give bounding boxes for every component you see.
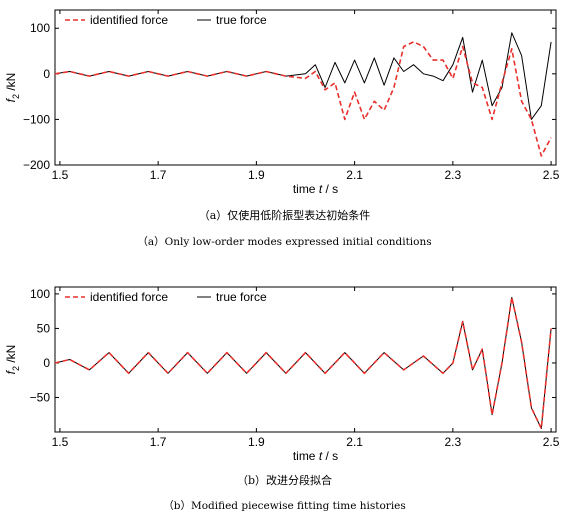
- x-axis-label-prefix: time: [293, 449, 319, 463]
- x-axis-label: time t / s: [293, 449, 338, 463]
- legend-label-true: true force: [216, 13, 267, 27]
- y-tick-label: 100: [30, 287, 50, 301]
- y-axis-label-unit: /kN: [4, 73, 18, 94]
- x-tick-label: 1.9: [248, 168, 265, 182]
- y-tick-label: −50: [30, 390, 51, 404]
- x-tick-label: 2.3: [445, 168, 462, 182]
- x-axis-label-unit: / s: [322, 449, 338, 463]
- x-tick-label: 2.1: [346, 435, 363, 449]
- y-axis-label-subscript: 2: [11, 366, 21, 371]
- y-tick-label: 50: [37, 321, 51, 335]
- plot-frame: [54, 286, 557, 433]
- chart-a: 1.5 1.7 1.9 2.1 2.3 2.5 −200 −100 0 100 time t / s…: [4, 9, 560, 196]
- legend-label-identified: identified force: [90, 13, 168, 27]
- x-axis-label-variable: t: [319, 182, 323, 196]
- x-tick-label: 1.5: [52, 435, 69, 449]
- x-axis-label-unit: / s: [322, 182, 338, 196]
- series-true-force: [55, 296, 552, 429]
- y-axis-label: f2 /kN: [4, 345, 21, 375]
- x-tick-label: 1.5: [52, 168, 69, 182]
- y-tick-label: 0: [43, 356, 50, 370]
- chart-b: 1.5 1.7 1.9 2.1 2.3 2.5 −50 0 50 100 time t / s f2 …: [4, 286, 560, 463]
- legend-label-identified: identified force: [90, 290, 168, 304]
- caption-a-english: （a）Only low-order modes expressed initia…: [137, 236, 432, 248]
- x-tick-label: 1.9: [248, 435, 265, 449]
- x-tick-label: 2.5: [543, 435, 560, 449]
- y-tick-label: 0: [43, 67, 50, 81]
- y-tick-label: 100: [30, 21, 50, 35]
- y-tick-label: −200: [23, 158, 50, 172]
- caption-b-english: （b）Modified piecewise fitting time histo…: [163, 500, 406, 512]
- series-identified-force: [55, 41, 552, 157]
- y-axis-label-unit: /kN: [4, 345, 18, 366]
- x-tick-label: 2.5: [543, 168, 560, 182]
- x-tick-label: 1.7: [150, 435, 167, 449]
- series-identified-force: [55, 296, 552, 430]
- caption-b-chinese: （b）改进分段拟合: [236, 474, 333, 487]
- x-tick-label: 1.7: [150, 168, 167, 182]
- y-axis-label-symbol: f: [4, 97, 18, 102]
- y-axis-label-subscript: 2: [11, 94, 21, 99]
- plot-frame: [54, 9, 557, 166]
- y-axis-label-symbol: f: [4, 369, 18, 374]
- x-tick-label: 2.1: [346, 168, 363, 182]
- x-tick-label: 2.3: [445, 435, 462, 449]
- y-tick-label: −100: [23, 112, 50, 126]
- y-axis-label: f2 /kN: [4, 73, 21, 103]
- legend-label-true: true force: [216, 290, 267, 304]
- x-axis-label: time t / s: [293, 182, 338, 196]
- caption-a-chinese: （a）仅使用低阶振型表达初始条件: [198, 209, 371, 222]
- x-axis-label-prefix: time: [293, 182, 319, 196]
- x-axis-label-variable: t: [319, 449, 323, 463]
